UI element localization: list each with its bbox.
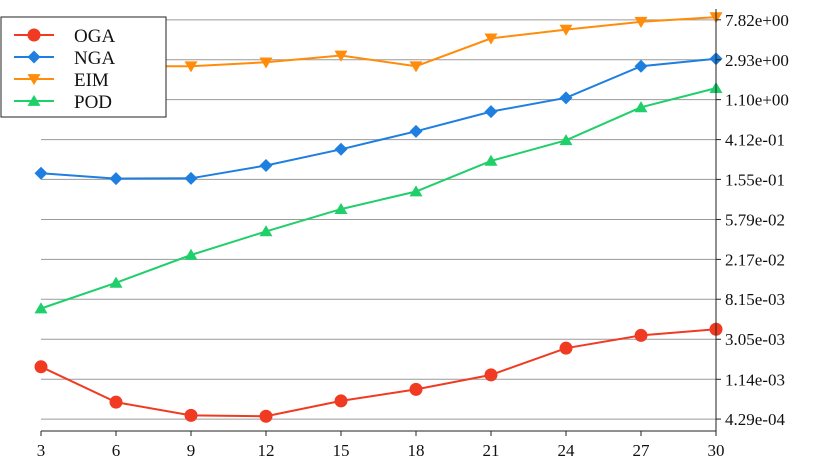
data-point-nga (484, 105, 498, 119)
data-point-nga (634, 59, 648, 73)
x-tick-label: 21 (483, 441, 500, 460)
data-point-eim (409, 61, 423, 73)
y-tick-label: 2.93e+00 (725, 51, 789, 70)
x-tick-label: 30 (708, 441, 725, 460)
data-point-oga (334, 394, 348, 408)
legend-label-eim: EIM (74, 70, 109, 91)
x-tick-label: 12 (258, 441, 275, 460)
y-tick-label: 8.15e-03 (725, 290, 785, 309)
data-point-oga (184, 408, 198, 422)
data-point-pod (484, 154, 498, 166)
x-tick-label: 9 (187, 441, 196, 460)
data-point-eim (634, 16, 648, 28)
x-tick-label: 15 (333, 441, 350, 460)
x-tick-label: 3 (37, 441, 46, 460)
data-point-pod (34, 302, 48, 314)
x-tick-label: 24 (558, 441, 576, 460)
data-point-pod (559, 134, 573, 146)
data-point-nga (559, 91, 573, 105)
data-point-pod (634, 101, 648, 113)
data-point-eim (484, 33, 498, 45)
series-nga (34, 52, 723, 186)
data-point-oga (484, 368, 498, 382)
legend-marker-eim (27, 74, 41, 86)
legend-label-nga: NGA (74, 48, 115, 69)
data-point-oga (109, 395, 123, 409)
data-point-nga (259, 159, 273, 173)
y-tick-label: 1.14e-03 (725, 370, 785, 389)
legend-label-pod: POD (74, 92, 112, 113)
series-oga (34, 322, 723, 423)
series-line-pod (40, 87, 717, 310)
y-tick-label: 3.05e-03 (725, 330, 785, 349)
data-point-oga (559, 341, 573, 355)
data-point-pod (409, 185, 423, 197)
data-point-pod (184, 248, 198, 260)
series-pod (34, 81, 723, 314)
y-tick-label: 7.82e+00 (725, 11, 789, 30)
series-line-nga (40, 57, 717, 180)
x-tick-label: 6 (112, 441, 121, 460)
y-tick-label: 2.17e-02 (725, 250, 785, 269)
x-tick-label: 18 (408, 441, 425, 460)
data-point-eim (559, 24, 573, 36)
data-point-eim (184, 61, 198, 73)
data-point-oga (634, 328, 648, 342)
data-point-pod (109, 276, 123, 288)
y-tick-label: 5.79e-02 (725, 210, 785, 229)
data-point-nga (34, 166, 48, 180)
legend-label-oga: OGA (74, 26, 115, 47)
data-point-nga (109, 172, 123, 186)
data-point-eim (334, 50, 348, 62)
x-tick-label: 27 (633, 441, 651, 460)
data-point-pod (334, 202, 348, 215)
data-point-nga (334, 142, 348, 156)
axes: 4.29e-04 1.14e-03 3.05e-03 8.15e-03 2.17e-02… (37, 9, 789, 460)
data-point-eim (259, 57, 273, 69)
data-point-pod (259, 225, 273, 237)
y-tick-label: 4.29e-04 (725, 410, 785, 429)
data-point-nga (409, 124, 423, 138)
y-tick-label: 1.10e+00 (725, 91, 789, 110)
y-tick-label: 4.12e-01 (725, 131, 785, 150)
data-point-oga (409, 382, 423, 396)
data-point-oga (259, 409, 273, 423)
data-point-oga (34, 360, 48, 374)
legend-marker-oga (27, 28, 41, 42)
y-tick-label: 1.55e-01 (725, 170, 785, 189)
data-point-nga (184, 171, 198, 185)
legend-marker-pod (27, 94, 41, 106)
legend-marker-nga (27, 50, 41, 64)
series-line-oga (40, 328, 717, 418)
